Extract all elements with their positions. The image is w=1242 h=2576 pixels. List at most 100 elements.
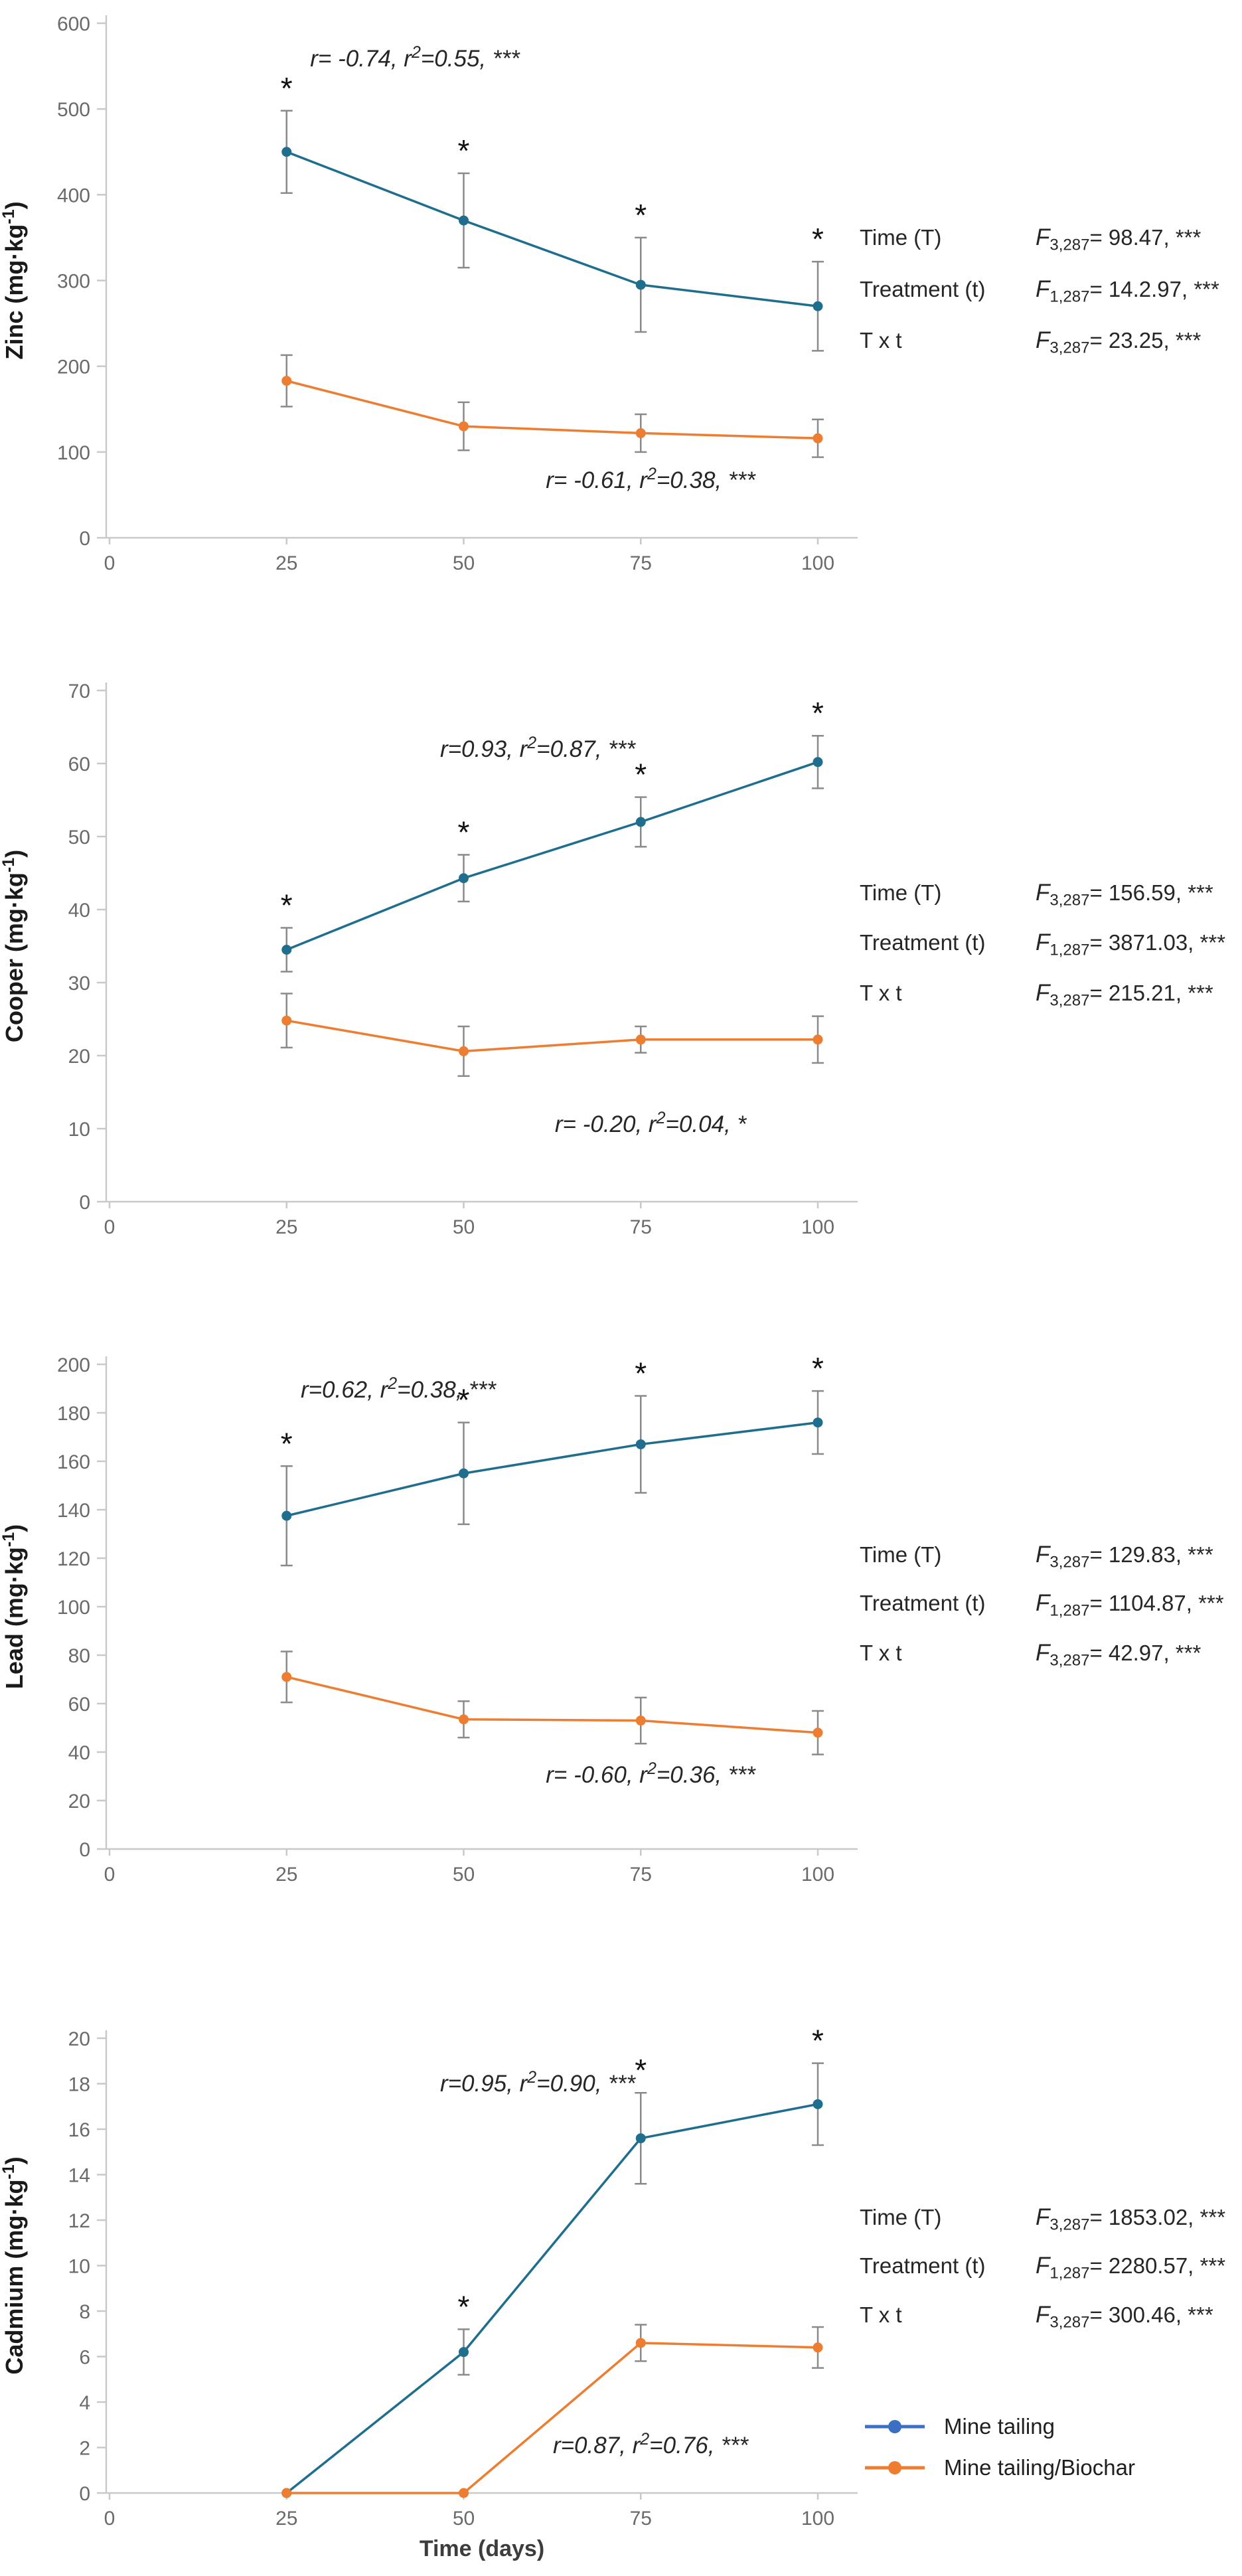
y-tick-label: 10 bbox=[68, 2256, 90, 2278]
regression-annotation-top: r=0.62, r2=0.38, *** bbox=[301, 1374, 497, 1403]
y-tick-label: 20 bbox=[68, 1791, 90, 1812]
y-axis-title-group: Cadmium (mg·kg-1) bbox=[0, 2156, 28, 2374]
y-axis-title: Cooper (mg·kg-1) bbox=[0, 850, 28, 1042]
anova-stat-row: Time (T) F3,287= 129.83, *** bbox=[860, 1542, 1213, 1572]
data-point-marker bbox=[635, 1439, 646, 1449]
chart-panel-zinc: 0 100 200 300 400 500 600 0 25 50 75 100 Zinc (mg·kg… bbox=[0, 13, 858, 574]
y-tick-label: 120 bbox=[57, 1548, 90, 1570]
anova-factor-label: Time (T) bbox=[860, 225, 942, 250]
data-point-marker bbox=[813, 301, 823, 311]
significance-asterisk: * bbox=[281, 1426, 293, 1461]
x-tick-label: 75 bbox=[630, 1864, 652, 1886]
anova-f-statistic: F3,287= 42.97, *** bbox=[1036, 1640, 1202, 1670]
significance-asterisk: * bbox=[812, 1351, 824, 1386]
data-point-marker bbox=[281, 147, 292, 157]
significance-asterisk: * bbox=[635, 2053, 647, 2087]
y-tick-label: 0 bbox=[79, 2483, 90, 2505]
data-point-marker bbox=[635, 2133, 646, 2144]
regression-annotation-bottom: r= -0.61, r2=0.38, *** bbox=[546, 465, 756, 493]
y-tick-label: 8 bbox=[79, 2301, 90, 2323]
regression-annotation-bottom: r=0.87, r2=0.76, *** bbox=[553, 2430, 749, 2458]
data-point-marker bbox=[813, 433, 823, 443]
regression-annotation-bottom: r= -0.60, r2=0.36, *** bbox=[546, 1759, 756, 1788]
series-line bbox=[286, 151, 818, 307]
y-tick-label: 16 bbox=[68, 2119, 90, 2141]
series-mine-tailing-biochar bbox=[280, 1650, 824, 1755]
significance-asterisk: * bbox=[458, 815, 470, 850]
x-tick-label: 25 bbox=[275, 2508, 297, 2530]
anova-f-statistic: F3,287= 98.47, *** bbox=[1036, 224, 1202, 254]
significance-asterisk: * bbox=[635, 758, 647, 792]
significance-asterisk: * bbox=[635, 198, 647, 232]
data-point-marker bbox=[813, 1417, 823, 1428]
y-tick-label: 60 bbox=[68, 754, 90, 775]
y-tick-label: 160 bbox=[57, 1451, 90, 1473]
data-point-marker bbox=[459, 1468, 469, 1479]
series-line bbox=[286, 1421, 818, 1517]
x-tick-label: 25 bbox=[275, 1216, 297, 1238]
x-tick-label: 0 bbox=[104, 2508, 116, 2530]
data-point-marker bbox=[813, 1034, 823, 1045]
significance-asterisk: * bbox=[812, 696, 824, 730]
anova-factor-label: Time (T) bbox=[860, 1542, 942, 1567]
x-tick-label: 100 bbox=[801, 2508, 834, 2530]
anova-stat-row: Treatment (t) F1,287= 1104.87, *** bbox=[860, 1590, 1224, 1621]
y-tick-label: 300 bbox=[57, 271, 90, 293]
anova-f-statistic: F3,287= 215.21, *** bbox=[1036, 980, 1213, 1010]
legend-line-icon bbox=[865, 2420, 925, 2433]
anova-f-statistic: F1,287= 3871.03, *** bbox=[1036, 929, 1226, 959]
anova-factor-label: Treatment (t) bbox=[860, 930, 986, 955]
significance-asterisk: * bbox=[458, 1383, 470, 1417]
anova-f-statistic: F3,287= 156.59, *** bbox=[1036, 880, 1213, 910]
data-point-marker bbox=[281, 1672, 292, 1682]
y-axis-title-group: Zinc (mg·kg-1) bbox=[0, 201, 28, 359]
y-axis-title: Lead (mg·kg-1) bbox=[0, 1524, 28, 1689]
y-tick-label: 10 bbox=[68, 1119, 90, 1141]
y-tick-label: 18 bbox=[68, 2074, 90, 2096]
regression-annotation-top: r= -0.74, r2=0.55, *** bbox=[310, 43, 520, 72]
x-tick-label: 75 bbox=[630, 2508, 652, 2530]
series-mine-tailing: * * * * bbox=[280, 1351, 824, 1567]
data-point-marker bbox=[813, 757, 823, 767]
data-point-marker bbox=[281, 945, 292, 955]
anova-f-statistic: F3,287= 300.46, *** bbox=[1036, 2302, 1213, 2332]
y-tick-label: 60 bbox=[68, 1694, 90, 1716]
anova-stat-row: T x t F3,287= 215.21, *** bbox=[860, 980, 1213, 1010]
y-axis-title: Cadmium (mg·kg-1) bbox=[0, 2156, 28, 2374]
legend-label: Mine tailing bbox=[944, 2414, 1055, 2439]
anova-f-statistic: F1,287= 14.2.97, *** bbox=[1036, 276, 1219, 306]
x-tick-label: 25 bbox=[275, 552, 297, 574]
data-point-marker bbox=[281, 1015, 292, 1026]
series-mine-tailing: * * * * bbox=[280, 696, 824, 973]
significance-asterisk: * bbox=[281, 888, 293, 923]
series-mine-tailing-biochar bbox=[280, 993, 824, 1078]
significance-asterisk: * bbox=[458, 2289, 470, 2324]
series-line bbox=[286, 379, 818, 440]
y-tick-label: 100 bbox=[57, 1597, 90, 1619]
data-point-marker bbox=[813, 1728, 823, 1738]
anova-stat-row: Treatment (t) F1,287= 2280.57, *** bbox=[860, 2253, 1225, 2283]
y-tick-label: 140 bbox=[57, 1500, 90, 1522]
y-tick-label: 40 bbox=[68, 1742, 90, 1764]
y-tick-label: 12 bbox=[68, 2210, 90, 2232]
legend-item-mine-tailing: Mine tailing bbox=[863, 2414, 1055, 2439]
y-tick-label: 6 bbox=[79, 2347, 90, 2369]
data-point-marker bbox=[459, 1714, 469, 1725]
significance-asterisk: * bbox=[812, 222, 824, 256]
data-point-marker bbox=[635, 1034, 646, 1045]
y-tick-label: 20 bbox=[68, 1046, 90, 1068]
x-tick-label: 100 bbox=[801, 1864, 834, 1886]
x-tick-label: 50 bbox=[453, 1864, 475, 1886]
data-point-marker bbox=[813, 2342, 823, 2353]
data-point-marker bbox=[459, 215, 469, 226]
series-line bbox=[286, 2342, 818, 2494]
anova-f-statistic: F1,287= 2280.57, *** bbox=[1036, 2253, 1226, 2283]
y-axis-title-group: Cooper (mg·kg-1) bbox=[0, 850, 28, 1042]
y-tick-label: 200 bbox=[57, 357, 90, 378]
data-point-marker bbox=[459, 2488, 469, 2498]
anova-factor-label: Treatment (t) bbox=[860, 2253, 986, 2278]
anova-stat-row: Treatment (t) F1,287= 14.2.97, *** bbox=[860, 276, 1219, 307]
significance-asterisk: * bbox=[635, 1356, 647, 1390]
series-mine-tailing: * * * bbox=[281, 2024, 824, 2498]
